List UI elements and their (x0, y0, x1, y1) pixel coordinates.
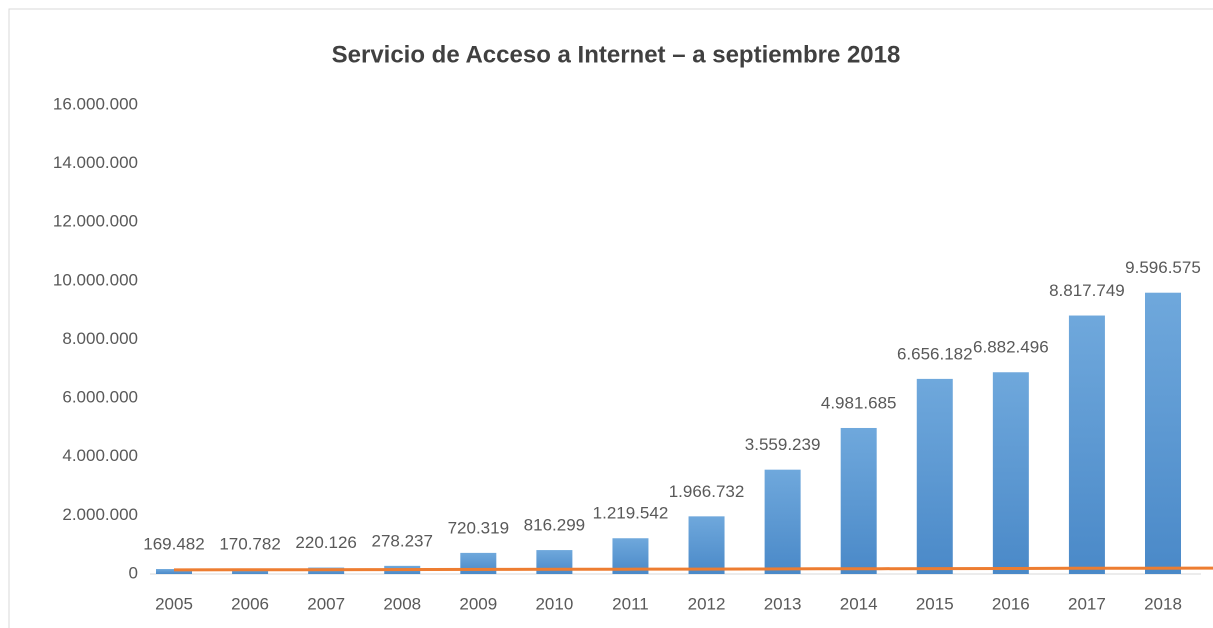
x-tick-label: 2010 (535, 594, 573, 613)
bar (764, 469, 801, 574)
x-tick-label: 2013 (764, 594, 802, 613)
trendline (173, 566, 1213, 572)
x-tick-label: 2015 (916, 594, 954, 613)
data-label: 6.882.496 (973, 338, 1049, 357)
data-label: 720.319 (448, 518, 509, 537)
bar (156, 569, 192, 574)
bar (916, 378, 953, 574)
y-tick-label: 14.000.000 (53, 153, 138, 172)
x-tick-label: 2008 (383, 594, 421, 613)
chart-border (8, 8, 1213, 628)
x-tick-label: 2018 (1144, 594, 1182, 613)
data-label: 220.126 (295, 533, 356, 552)
y-tick-label: 6.000.000 (62, 388, 138, 407)
data-label: 3.559.239 (745, 435, 821, 454)
data-label: 170.782 (219, 534, 280, 553)
x-tick-label: 2006 (231, 594, 269, 613)
bar (232, 568, 269, 574)
data-label: 278.237 (372, 531, 433, 550)
x-tick-label: 2005 (155, 594, 193, 613)
y-tick-label: 8.000.000 (62, 329, 138, 348)
x-tick-label: 2009 (459, 594, 497, 613)
chart-title: Servicio de Acceso a Internet – a septie… (332, 41, 901, 68)
x-tick-label: 2011 (612, 594, 649, 613)
x-tick-label: 2016 (992, 594, 1030, 613)
bar (840, 427, 877, 574)
x-tick-label: 2017 (1068, 594, 1106, 613)
data-label: 8.817.749 (1049, 281, 1125, 300)
y-tick-label: 2.000.000 (62, 505, 138, 524)
data-label: 816.299 (524, 516, 585, 535)
y-tick-label: 10.000.000 (53, 270, 138, 289)
data-label: 1.966.732 (669, 482, 745, 501)
bar (688, 516, 725, 574)
y-tick-label: 4.000.000 (62, 446, 138, 465)
data-label: 169.482 (143, 535, 204, 554)
y-tick-label: 12.000.000 (53, 212, 138, 231)
x-tick-label: 2014 (840, 594, 878, 613)
data-label: 1.219.542 (593, 504, 669, 523)
bar (1145, 292, 1181, 574)
data-label: 6.656.182 (897, 344, 973, 363)
bar (1068, 315, 1105, 574)
y-tick-label: 16.000.000 (53, 94, 138, 113)
y-tick-label: 0 (129, 563, 138, 582)
x-tick-label: 2007 (307, 594, 345, 613)
data-label: 4.981.685 (821, 393, 897, 412)
x-tick-label: 2012 (688, 594, 726, 613)
bar (992, 372, 1029, 574)
data-label: 9.596.575 (1125, 258, 1201, 277)
